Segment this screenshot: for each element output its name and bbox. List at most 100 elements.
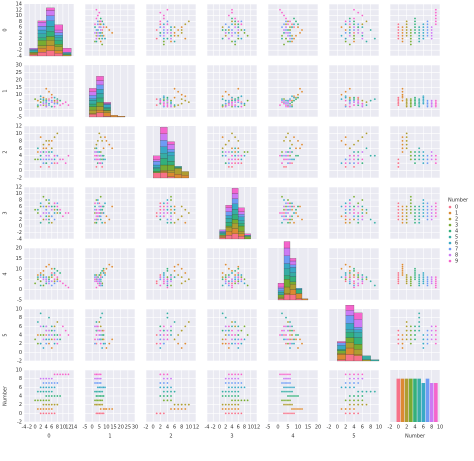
point xyxy=(286,325,290,328)
point xyxy=(237,333,240,337)
point xyxy=(237,105,240,108)
point xyxy=(282,28,286,32)
point xyxy=(298,31,302,34)
point xyxy=(401,218,404,221)
point xyxy=(53,394,56,398)
point xyxy=(294,211,298,215)
point xyxy=(409,208,412,211)
y-tick-label: -2 xyxy=(17,48,22,54)
hist-bar xyxy=(160,158,168,166)
hist-bar xyxy=(46,26,55,32)
point xyxy=(344,202,347,205)
point xyxy=(418,101,421,104)
point xyxy=(286,390,290,393)
y-tick-label: 4 xyxy=(19,211,22,217)
point xyxy=(227,325,230,328)
point xyxy=(397,28,400,32)
point xyxy=(298,147,302,150)
point xyxy=(348,403,351,406)
point xyxy=(180,98,183,101)
point xyxy=(93,31,97,34)
hist-bar xyxy=(96,80,104,86)
x-tick-label: -2 xyxy=(211,425,216,431)
point xyxy=(357,28,360,32)
x-tick-label: 2 xyxy=(159,425,162,431)
point xyxy=(36,278,39,281)
y-axis-title: 4 xyxy=(3,272,9,275)
point xyxy=(227,381,230,385)
hist-bar xyxy=(345,354,355,362)
point xyxy=(159,338,162,341)
point xyxy=(422,150,425,154)
point xyxy=(369,154,372,157)
point xyxy=(162,34,165,37)
x-tick-label: 10 xyxy=(103,425,109,431)
point xyxy=(221,104,224,107)
point xyxy=(288,320,292,324)
x-tick-label: 12 xyxy=(65,425,71,431)
point xyxy=(357,278,360,281)
point xyxy=(434,282,437,285)
point xyxy=(426,333,429,337)
point xyxy=(418,37,421,40)
point xyxy=(294,98,298,101)
hist-bar xyxy=(89,100,97,105)
point xyxy=(166,390,169,393)
point xyxy=(166,99,169,102)
point xyxy=(405,31,408,34)
point xyxy=(166,312,169,315)
point xyxy=(290,394,294,398)
point xyxy=(56,403,59,406)
point xyxy=(39,165,42,168)
point xyxy=(173,403,176,406)
point xyxy=(53,136,56,139)
point xyxy=(357,139,360,142)
point xyxy=(284,215,288,218)
hist-bar xyxy=(353,332,363,338)
y-tick-label: 5 xyxy=(19,100,22,106)
point xyxy=(237,373,240,376)
point xyxy=(352,34,356,37)
point xyxy=(240,28,243,32)
point xyxy=(234,136,237,139)
point xyxy=(93,381,97,385)
point xyxy=(365,403,368,406)
point xyxy=(434,205,437,208)
point xyxy=(173,96,176,99)
point xyxy=(95,40,98,43)
point xyxy=(103,407,107,411)
point xyxy=(47,218,51,221)
point xyxy=(284,104,288,107)
point xyxy=(240,105,243,108)
point xyxy=(95,394,98,398)
point xyxy=(243,278,246,281)
point xyxy=(413,278,417,281)
point xyxy=(56,208,59,211)
point xyxy=(434,20,437,23)
point xyxy=(102,267,105,270)
point xyxy=(56,162,59,165)
hist-bar xyxy=(153,168,161,172)
hist-bar xyxy=(396,378,401,422)
point xyxy=(221,284,224,287)
point xyxy=(418,316,421,319)
point xyxy=(418,312,421,315)
point xyxy=(50,96,53,99)
x-tick-label: 12 xyxy=(193,425,199,431)
point xyxy=(184,23,187,26)
point xyxy=(434,215,437,218)
point xyxy=(352,17,356,20)
point xyxy=(180,329,183,332)
point xyxy=(401,28,404,32)
y-tick-label: 10 xyxy=(16,266,22,272)
point xyxy=(413,333,417,337)
point xyxy=(102,271,105,275)
point xyxy=(373,98,376,101)
hist-bar xyxy=(29,49,38,51)
point xyxy=(95,143,98,146)
hist-bar xyxy=(337,349,346,351)
point xyxy=(50,333,53,337)
panel xyxy=(146,65,196,117)
point xyxy=(413,28,417,32)
point xyxy=(282,329,286,332)
